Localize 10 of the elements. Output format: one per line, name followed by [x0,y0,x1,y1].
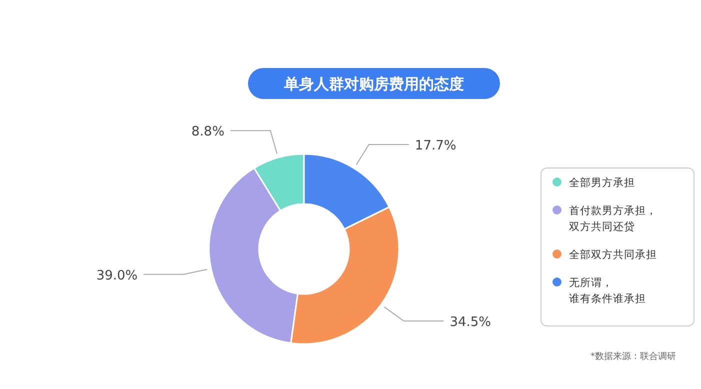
data-label: 8.8% [191,124,224,140]
text: *数据来源：联合调研 [590,351,676,362]
legend-label: 无所谓，谁有条件谁承担 [569,276,646,305]
data-label: 17.7% [414,138,456,154]
data-label: 39.0% [96,268,138,284]
data-label: 34.5% [450,314,492,330]
legend-label: 全部双方共同承担 [569,248,657,261]
chart-title: 单身人群对购房费用的态度 [283,75,464,93]
legend-label: 全部男方承担 [569,176,635,189]
legend-label: 首付款男方承担，双方共同还贷 [569,204,657,233]
